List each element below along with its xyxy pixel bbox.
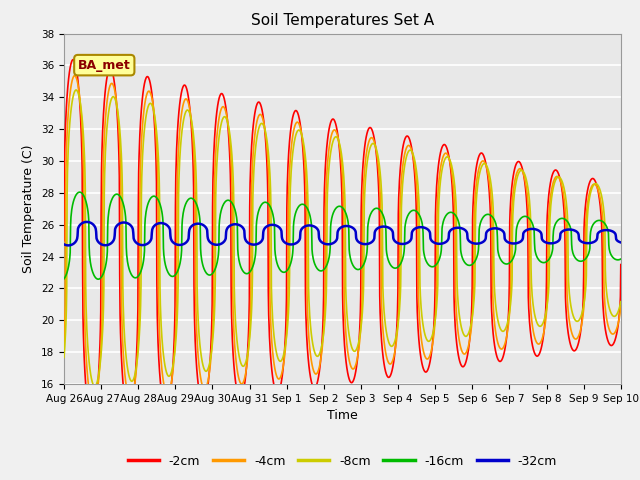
Text: BA_met: BA_met [78, 59, 131, 72]
X-axis label: Time: Time [327, 409, 358, 422]
Legend: -2cm, -4cm, -8cm, -16cm, -32cm: -2cm, -4cm, -8cm, -16cm, -32cm [123, 450, 562, 473]
Y-axis label: Soil Temperature (C): Soil Temperature (C) [22, 144, 35, 273]
Title: Soil Temperatures Set A: Soil Temperatures Set A [251, 13, 434, 28]
